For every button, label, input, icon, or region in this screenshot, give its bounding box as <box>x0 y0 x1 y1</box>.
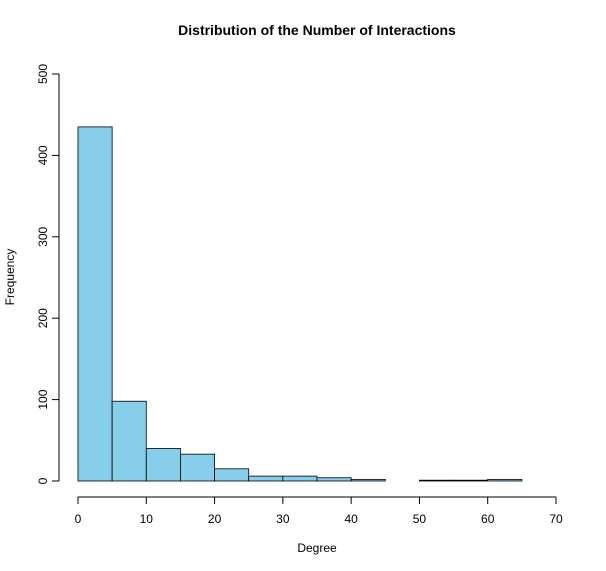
x-tick-label-2: 20 <box>208 512 222 526</box>
x-tick-label-7: 70 <box>549 512 563 526</box>
x-tick-label-6: 60 <box>481 512 495 526</box>
y-axis-label: Frequency <box>3 249 17 306</box>
histogram-bar-10 <box>419 479 454 482</box>
x-axis-label: Degree <box>297 541 337 555</box>
histogram-bar-11 <box>453 479 489 482</box>
histogram-bar-5 <box>248 475 284 482</box>
y-tick-label-1: 100 <box>36 389 50 409</box>
y-tick-label-4: 400 <box>36 145 50 165</box>
chart-title: Distribution of the Number of Interactio… <box>178 22 456 38</box>
y-tick-label-2: 200 <box>36 308 50 328</box>
y-tick-label-5: 500 <box>36 64 50 84</box>
histogram-bar-8 <box>350 478 386 482</box>
x-tick-label-0: 0 <box>75 512 82 526</box>
histogram-bar-2 <box>145 448 181 482</box>
y-tick-label-3: 300 <box>36 226 50 246</box>
y-axis: 0 100 200 300 400 500 <box>36 64 60 484</box>
histogram-bar-0 <box>77 126 113 482</box>
y-tick-label-0: 0 <box>36 477 50 484</box>
x-tick-label-1: 10 <box>140 512 154 526</box>
bars-group <box>77 126 523 482</box>
histogram-bar-12 <box>487 478 523 482</box>
histogram-bar-6 <box>282 475 318 482</box>
x-tick-label-3: 30 <box>276 512 290 526</box>
histogram-bar-7 <box>316 477 352 482</box>
histogram-bar-1 <box>111 400 147 482</box>
histogram-bar-4 <box>214 468 250 482</box>
x-axis: 0 10 20 30 40 50 60 70 <box>75 496 563 526</box>
histogram-bar-3 <box>180 453 215 482</box>
x-tick-label-4: 40 <box>344 512 358 526</box>
x-tick-label-5: 50 <box>413 512 427 526</box>
